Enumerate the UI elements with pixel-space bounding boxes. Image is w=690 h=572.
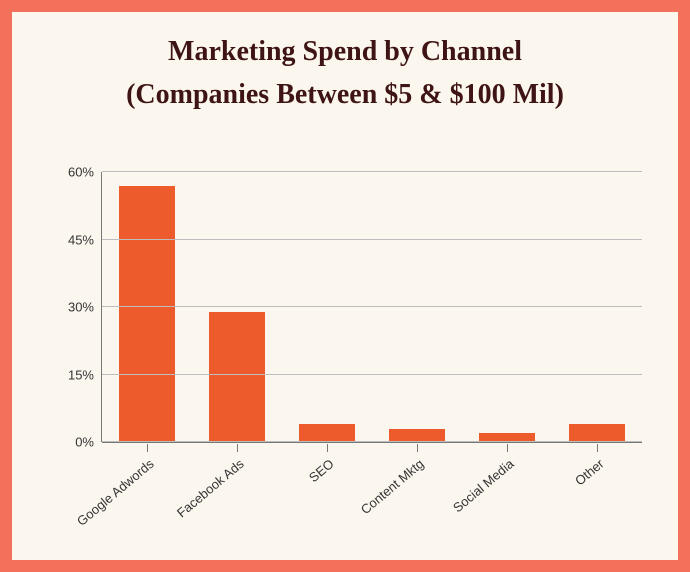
bars-container: Google AdwordsFacebook AdsSEOContent Mkt… [102, 172, 642, 442]
x-tick [597, 444, 598, 452]
y-tick-label: 30% [68, 300, 102, 315]
chart-title-line2: (Companies Between $5 & $100 Mil) [32, 73, 658, 116]
grid-line [102, 441, 642, 442]
x-tick [507, 444, 508, 452]
grid-line [102, 374, 642, 375]
x-tick [417, 444, 418, 452]
chart-title-line1: Marketing Spend by Channel [32, 30, 658, 73]
y-tick-label: 0% [75, 435, 102, 450]
bar [119, 186, 175, 443]
y-tick-label: 15% [68, 367, 102, 382]
grid-line [102, 171, 642, 172]
bar [209, 312, 265, 443]
grid-line [102, 239, 642, 240]
bar-slot: Google Adwords [102, 172, 192, 442]
grid-line [102, 306, 642, 307]
x-tick [237, 444, 238, 452]
y-tick-label: 60% [68, 165, 102, 180]
chart-title: Marketing Spend by Channel (Companies Be… [12, 12, 678, 127]
bar-slot: Content Mktg [372, 172, 462, 442]
bar-slot: Other [552, 172, 642, 442]
x-tick [147, 444, 148, 452]
chart-card: Marketing Spend by Channel (Companies Be… [0, 0, 690, 572]
bar-slot: Facebook Ads [192, 172, 282, 442]
y-tick-label: 45% [68, 232, 102, 247]
bar-slot: Social Media [462, 172, 552, 442]
x-tick [327, 444, 328, 452]
bar-chart: Google AdwordsFacebook AdsSEOContent Mkt… [102, 172, 642, 442]
bar-slot: SEO [282, 172, 372, 442]
